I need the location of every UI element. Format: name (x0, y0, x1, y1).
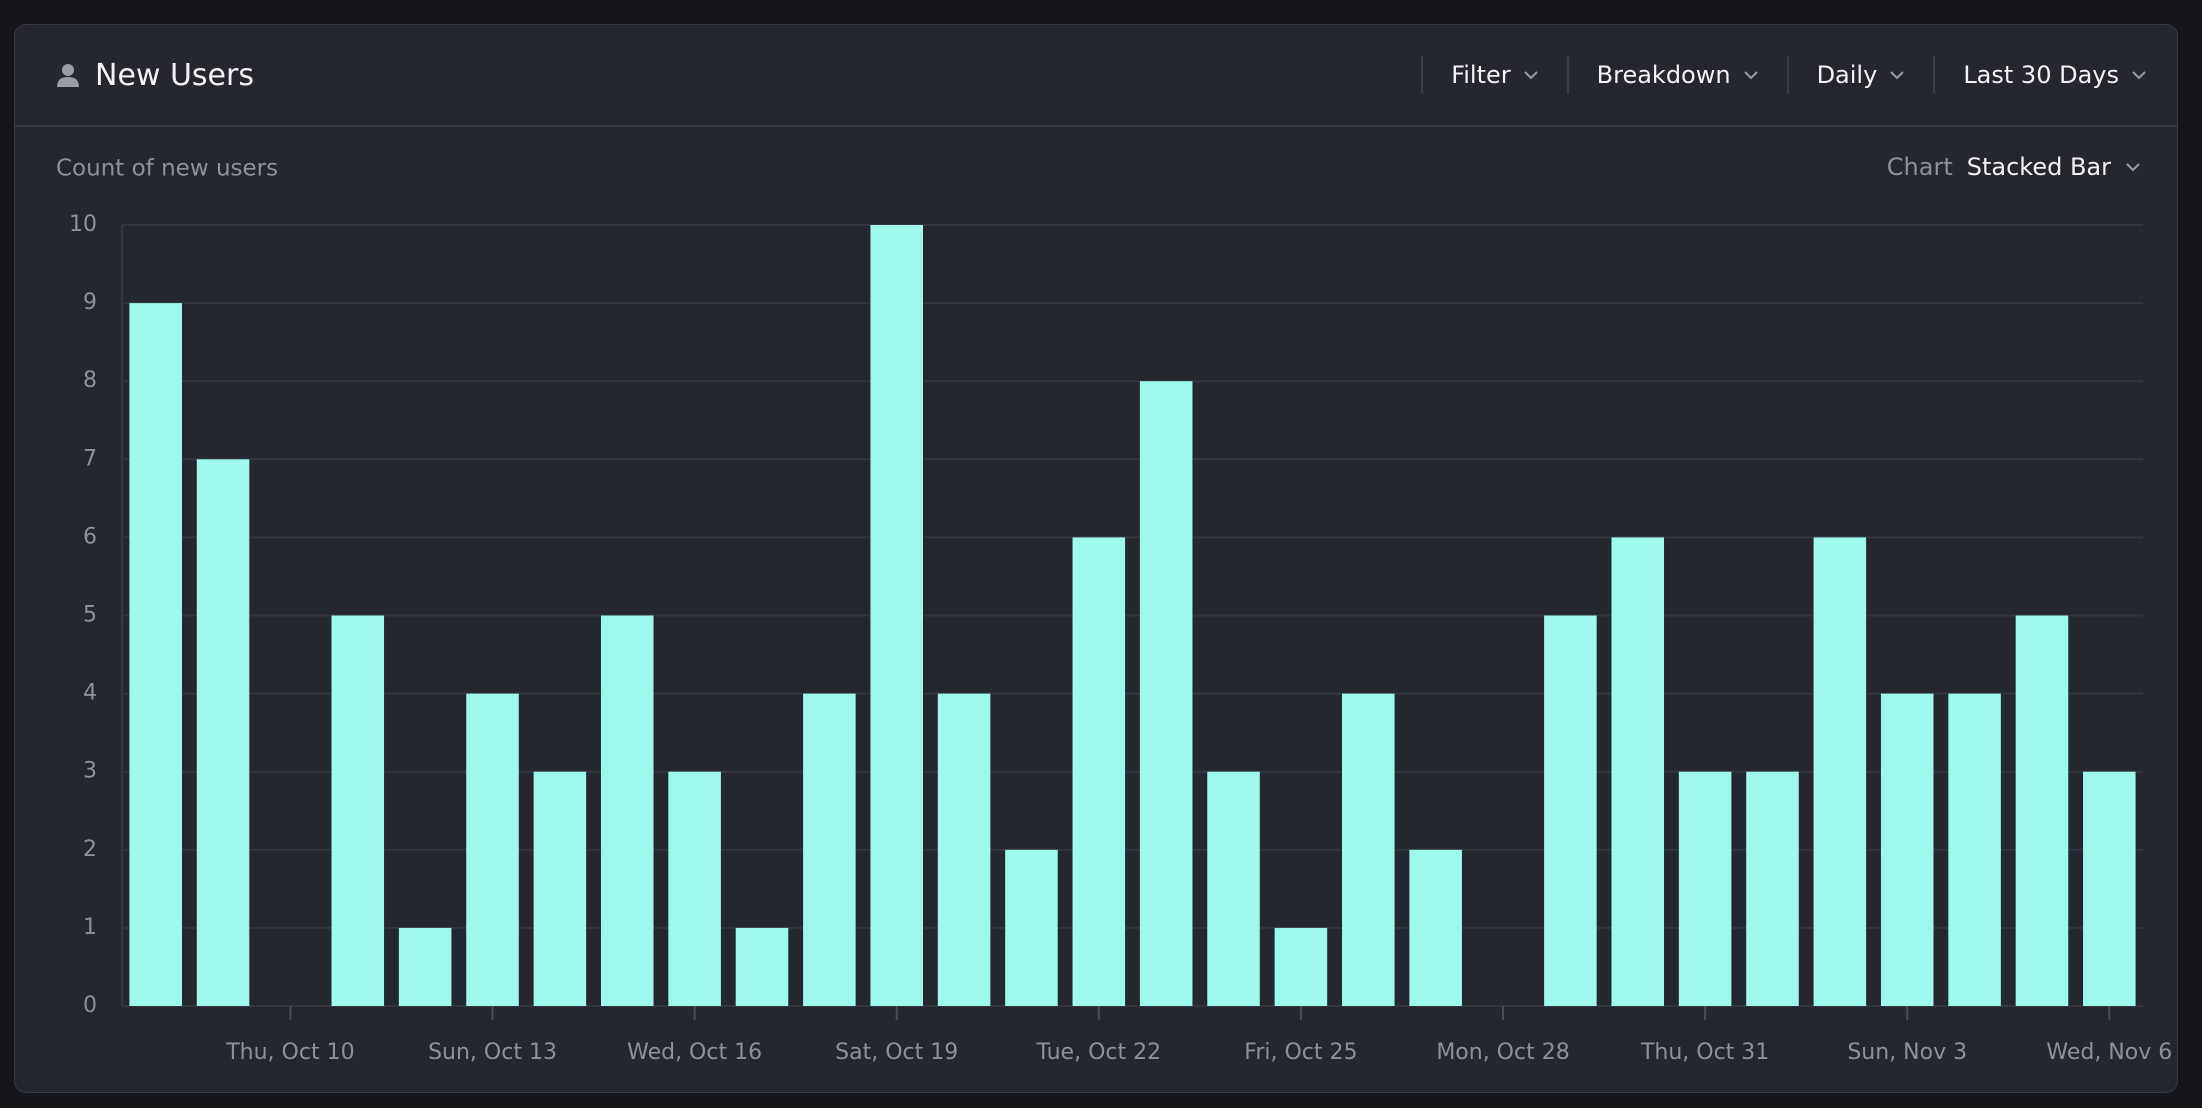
x-tick-label: Wed, Nov 6 (2046, 1040, 2172, 1065)
y-tick-label: 8 (83, 368, 97, 393)
y-tick-label: 9 (83, 290, 97, 315)
user-icon (57, 64, 79, 87)
dropdown[interactable]: Filter (1421, 56, 1566, 94)
chevron (2132, 71, 2146, 80)
y-tick-label: 10 (69, 212, 97, 237)
y-tick-label: 3 (83, 759, 97, 784)
bar (1005, 849, 1058, 1006)
bar (937, 693, 991, 1006)
bar (600, 615, 654, 1006)
dropdown[interactable]: Daily (1786, 56, 1934, 94)
dropdown[interactable]: Breakdown (1566, 56, 1787, 94)
header-title: New Users (95, 57, 254, 93)
bar (1207, 771, 1260, 1006)
chart-selector-label: Chart (1886, 153, 1953, 181)
bar (668, 771, 721, 1006)
bar (2015, 615, 2069, 1006)
controls: Filter Breakdown Daily Last 30 Days (1421, 56, 2147, 94)
chevron (2126, 163, 2140, 172)
x-tick-label: Thu, Oct 10 (225, 1040, 354, 1065)
y-tick-label: 1 (83, 915, 97, 940)
bar (196, 459, 250, 1006)
bar (466, 693, 519, 1006)
bar (1678, 771, 1732, 1006)
y-tick-label: 0 (83, 993, 97, 1018)
dropdown[interactable]: Last 30 Days (1933, 56, 2147, 94)
bar (1880, 693, 1934, 1006)
x-tick-label: Thu, Oct 31 (1640, 1040, 1769, 1065)
x-tick-label: Sat, Oct 19 (835, 1040, 958, 1065)
x-tick-label: Sun, Oct 13 (428, 1040, 557, 1065)
x-tick-label: Wed, Oct 16 (627, 1040, 762, 1065)
dropdown-label: Daily (1816, 61, 1878, 89)
chevron (1890, 71, 1905, 80)
x-tick-label: Sun, Nov 3 (1847, 1040, 1967, 1065)
x-tick-label: Mon, Oct 28 (1436, 1040, 1569, 1065)
x-tick-label: Tue, Oct 22 (1036, 1040, 1162, 1065)
chart-selector[interactable]: Chart Stacked Bar (1887, 153, 2141, 181)
bar (1139, 381, 1193, 1006)
chevron (1743, 71, 1758, 80)
header: New Users Filter Breakdown Daily Last 30 Da… (15, 25, 2177, 127)
bar (533, 771, 587, 1006)
bar (1544, 615, 1597, 1006)
chart-title: Count of new users (56, 156, 278, 182)
x-tick-label: Fri, Oct 25 (1244, 1040, 1357, 1065)
bar (1746, 771, 1799, 1006)
bar (1813, 537, 1867, 1006)
dropdown-label: Filter (1451, 61, 1511, 89)
dropdown-label: Last 30 Days (1963, 61, 2119, 89)
chevron (1523, 71, 1538, 80)
bar (735, 927, 789, 1006)
bar (2083, 771, 2136, 1006)
bar (1611, 537, 1665, 1006)
bar (1274, 927, 1328, 1006)
bar (1948, 693, 2001, 1006)
bar (331, 615, 385, 1006)
bar (803, 693, 856, 1006)
y-tick-label: 2 (83, 837, 97, 862)
bar (1409, 849, 1462, 1006)
bar (398, 927, 452, 1006)
dropdown-label: Breakdown (1596, 61, 1731, 89)
bar (1072, 537, 1126, 1006)
chart-selector-value[interactable]: Stacked Bar (1966, 153, 2111, 181)
bar (870, 225, 923, 1006)
y-tick-label: 7 (83, 446, 97, 471)
y-tick-label: 5 (83, 603, 97, 628)
bar (129, 303, 182, 1007)
y-tick-label: 4 (83, 681, 97, 706)
y-tick-label: 6 (83, 524, 97, 549)
bar (1342, 693, 1395, 1006)
